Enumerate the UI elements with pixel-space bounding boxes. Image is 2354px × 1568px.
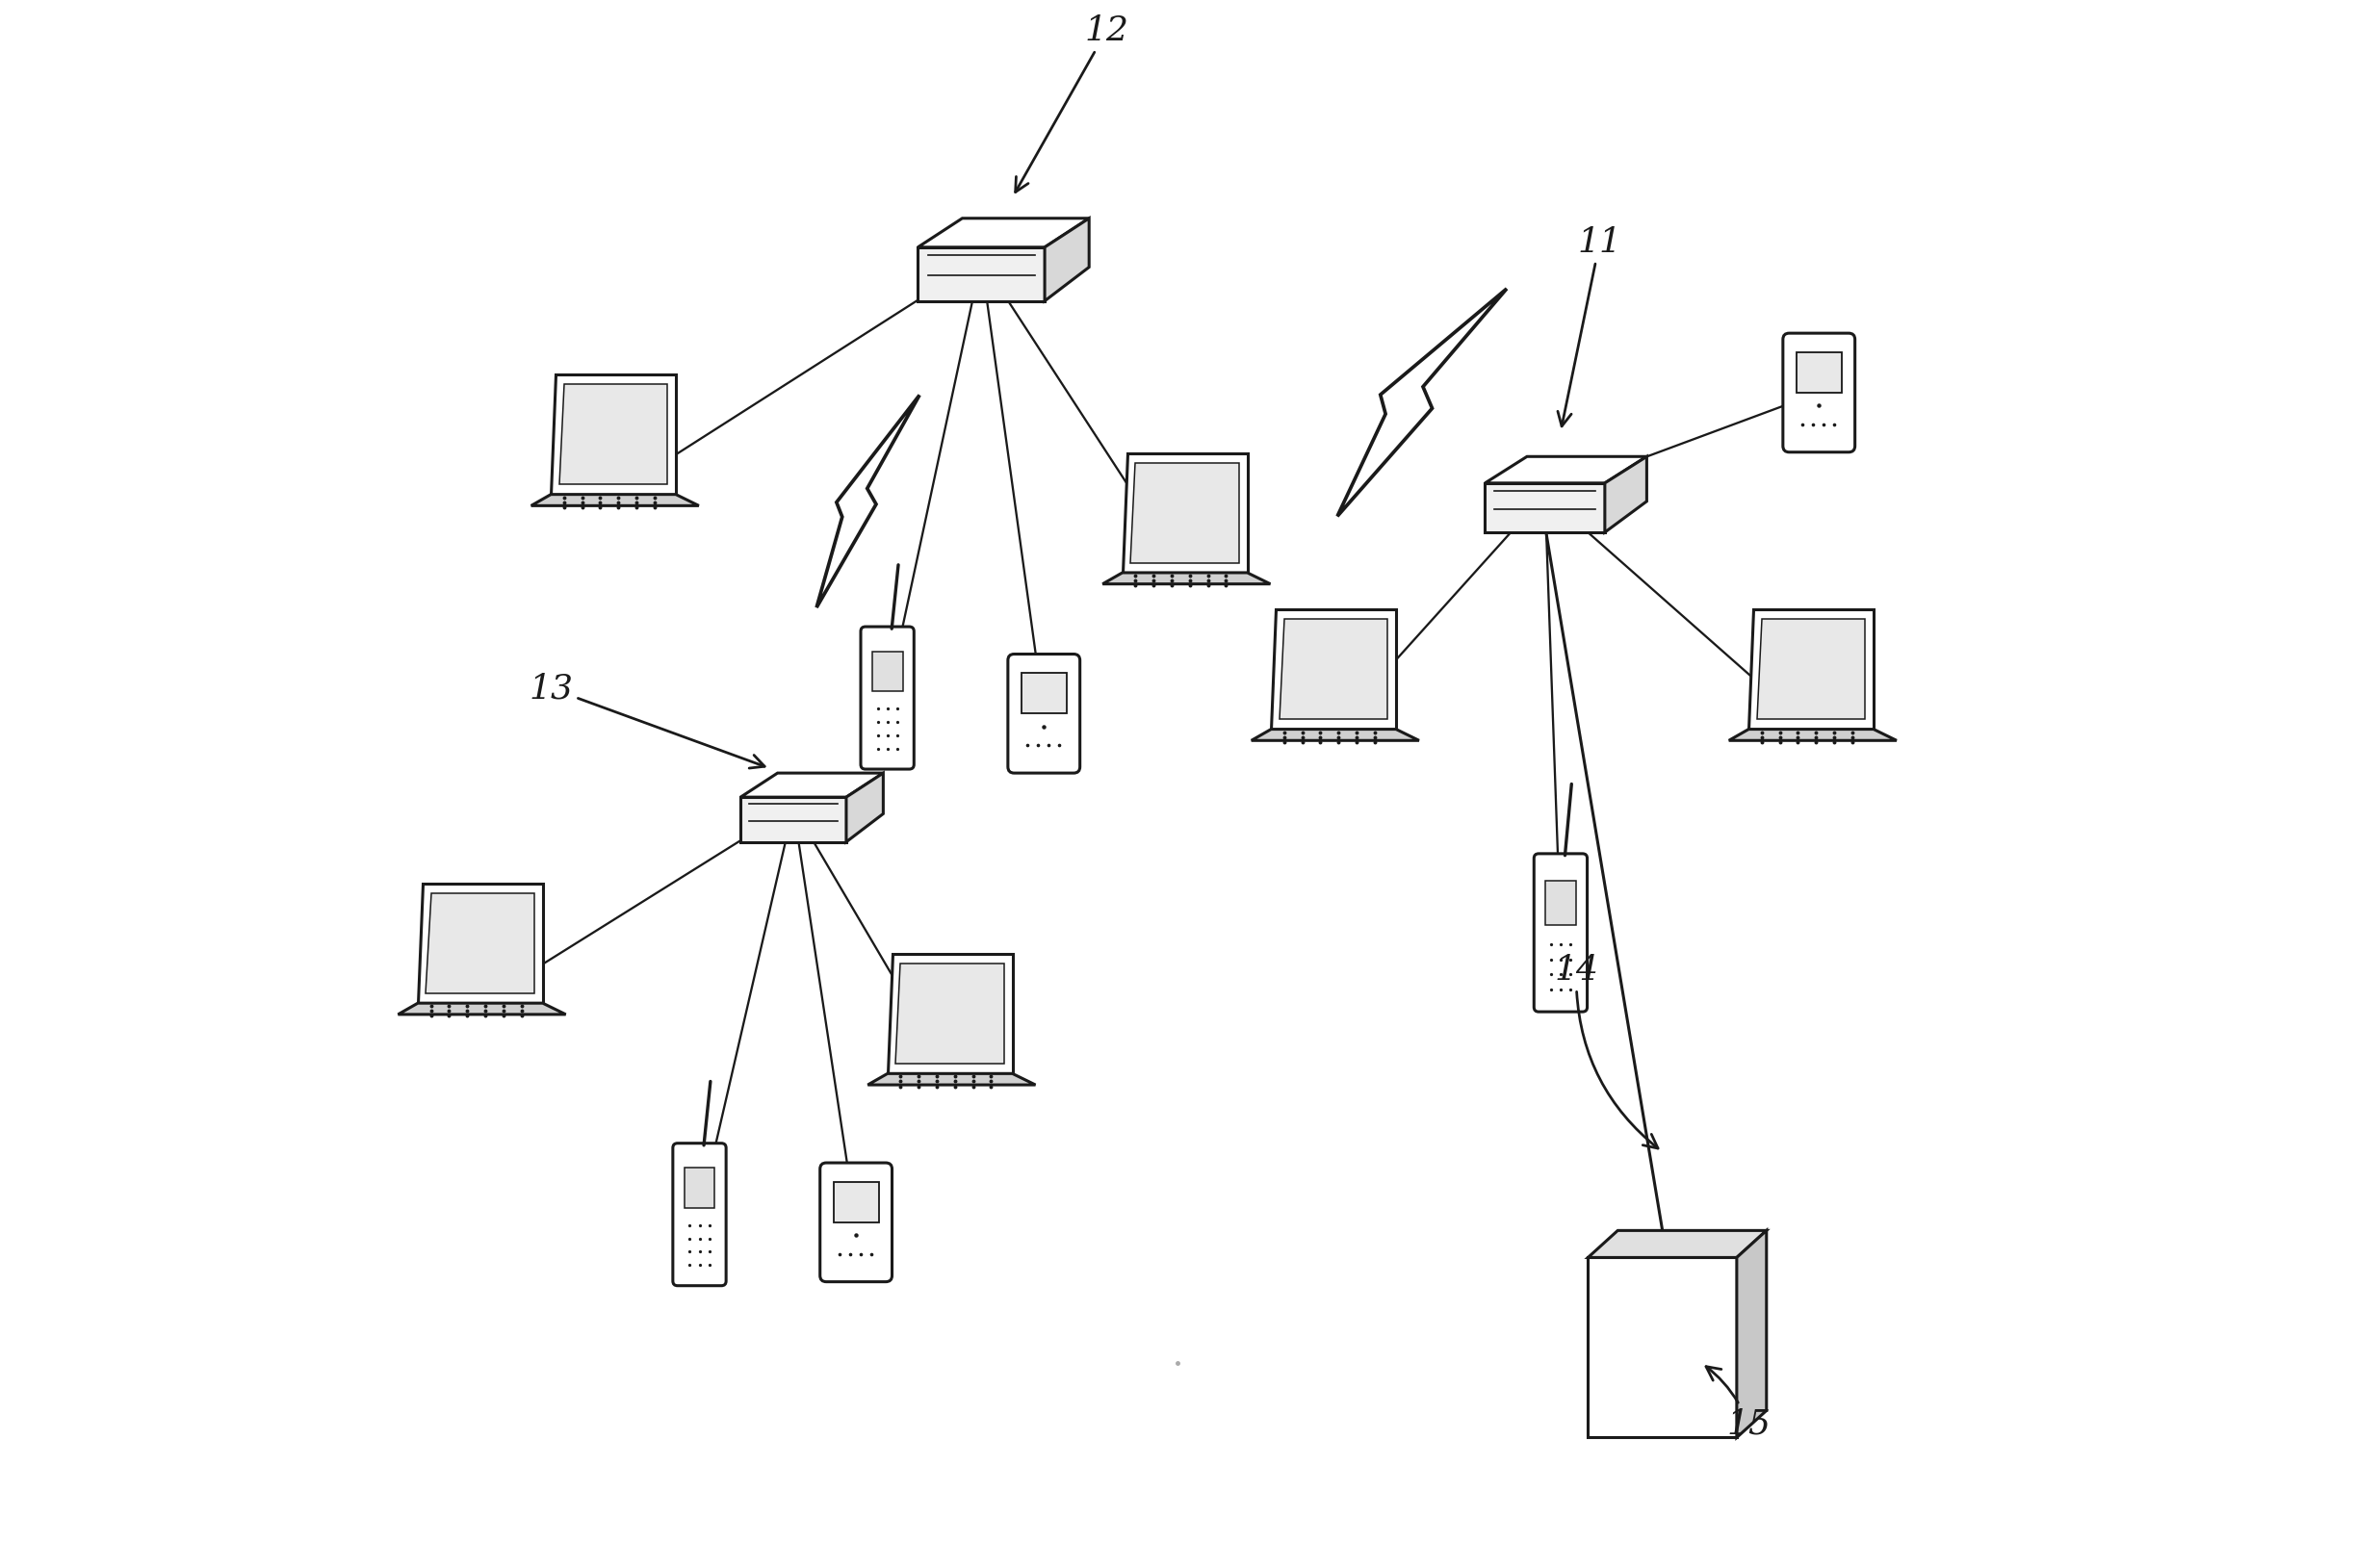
Polygon shape [742,773,883,797]
Polygon shape [1252,729,1419,740]
Polygon shape [742,797,845,842]
FancyBboxPatch shape [1782,332,1855,452]
Bar [1022,673,1066,713]
Polygon shape [1728,729,1897,740]
Polygon shape [1102,572,1271,583]
Polygon shape [398,1004,565,1014]
Text: 12: 12 [1015,14,1128,193]
Polygon shape [897,964,1005,1063]
Polygon shape [1749,610,1874,729]
Bar [1796,353,1841,392]
Text: 11: 11 [1558,226,1622,426]
Polygon shape [426,894,534,993]
FancyBboxPatch shape [1008,654,1080,773]
Bar [685,1168,716,1207]
Polygon shape [869,1074,1036,1085]
Polygon shape [1130,463,1238,563]
Polygon shape [560,384,669,485]
Text: 15: 15 [1707,1367,1770,1441]
Polygon shape [918,218,1090,248]
Polygon shape [1737,1231,1766,1438]
Polygon shape [1589,1231,1766,1258]
FancyBboxPatch shape [819,1163,892,1281]
Polygon shape [551,375,676,494]
Text: 14: 14 [1554,953,1657,1148]
Polygon shape [1485,483,1605,532]
Polygon shape [1045,218,1090,301]
Bar [1589,1258,1737,1438]
Bar [833,1182,878,1223]
Polygon shape [417,883,544,1004]
Polygon shape [532,494,699,506]
Polygon shape [1756,619,1864,720]
Polygon shape [845,773,883,842]
Bar [1544,881,1575,925]
Polygon shape [1271,610,1396,729]
FancyBboxPatch shape [1535,853,1587,1011]
Polygon shape [1485,456,1648,483]
Bar [871,651,902,691]
Polygon shape [1605,456,1648,532]
FancyBboxPatch shape [862,627,913,770]
Polygon shape [918,248,1045,301]
Polygon shape [1123,453,1248,572]
Polygon shape [1278,619,1389,720]
FancyBboxPatch shape [673,1143,725,1286]
Polygon shape [887,953,1012,1074]
Text: 13: 13 [530,673,765,768]
